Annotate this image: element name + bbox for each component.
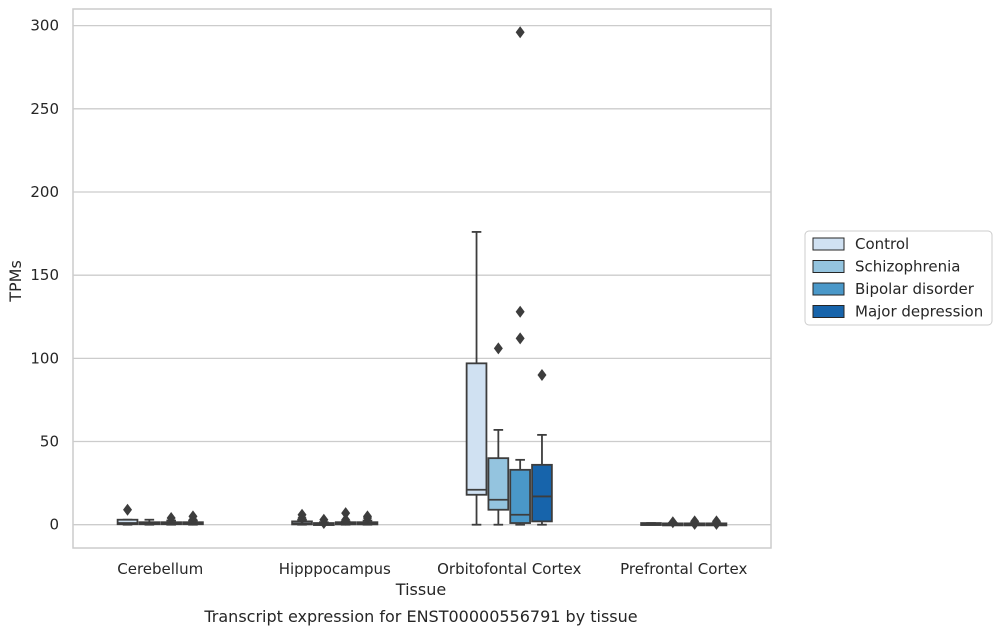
outlier-point	[515, 305, 525, 318]
outlier-point	[341, 513, 351, 526]
x-tick-label: Orbitofontal Cortex	[437, 560, 581, 578]
y-tick-label: 300	[30, 17, 59, 35]
outlier-point	[362, 510, 372, 523]
x-axis-label: Tissue	[395, 580, 446, 599]
outlier-point	[297, 508, 307, 521]
outlier-point	[493, 342, 503, 355]
box-iqr	[531, 463, 553, 523]
y-tick-label: 200	[30, 183, 59, 201]
box-control	[465, 231, 488, 526]
legend-swatch	[812, 237, 845, 251]
legend-swatch	[812, 260, 845, 273]
legend: Control Schizophrenia Bipolar disorder Majo…	[804, 230, 993, 326]
y-tick-label: 50	[40, 433, 59, 451]
box-iqr	[509, 468, 531, 524]
box-control	[116, 503, 139, 526]
outlier-point	[515, 26, 525, 39]
chart-title: Transcript expression for ENST0000055679…	[203, 607, 637, 626]
box-iqr	[465, 362, 488, 496]
box-iqr	[487, 457, 510, 511]
box-major-depression	[182, 510, 204, 526]
legend-label: Schizophrenia	[855, 258, 960, 276]
box-control	[640, 522, 662, 526]
box-bipolar-disorder	[683, 515, 706, 530]
x-tick-label: Cerebellum	[117, 560, 203, 578]
y-tick-label: 150	[30, 266, 59, 284]
outlier-point	[537, 368, 547, 381]
box-control	[291, 508, 313, 526]
box-plot-area	[116, 26, 728, 530]
legend-swatch	[812, 305, 845, 318]
y-axis-label: TPMs	[6, 260, 25, 303]
gridlines	[73, 24, 771, 526]
box-schizophrenia	[662, 516, 684, 529]
plot-frame	[72, 8, 772, 549]
outlier-point	[123, 503, 133, 516]
legend-label: Bipolar disorder	[855, 280, 975, 298]
x-tick-label: Prefrontal Cortex	[620, 560, 747, 578]
outlier-point	[166, 512, 176, 525]
legend-swatch	[812, 282, 845, 296]
box-major-depression	[531, 368, 553, 526]
box-bipolar-disorder	[334, 507, 357, 526]
y-tick-label: 0	[49, 516, 59, 534]
legend-frame	[804, 230, 993, 326]
y-tick-label: 100	[30, 349, 59, 367]
box-schizophrenia	[487, 342, 510, 526]
outlier-point	[711, 515, 721, 528]
box-iqr	[116, 518, 139, 526]
outlier-point	[668, 516, 678, 529]
outlier-point	[690, 515, 700, 528]
box-schizophrenia	[313, 513, 335, 530]
legend-label: Major depression	[855, 303, 983, 321]
outlier-point	[515, 332, 525, 345]
box-major-depression	[356, 510, 379, 526]
outlier-point	[319, 513, 329, 526]
x-tick-label: Hipppocampus	[279, 560, 391, 578]
outlier-point	[341, 507, 351, 520]
box-bipolar-disorder	[509, 26, 531, 526]
axis-ticks: 0 50 100 150 200 250 300 Cerebellum Hipppocampus…	[30, 17, 747, 578]
box-bipolar-disorder	[160, 512, 182, 526]
box-schizophrenia	[138, 518, 161, 526]
legend-label: Control	[855, 235, 909, 253]
box-major-depression	[705, 515, 728, 530]
y-tick-label: 250	[30, 100, 59, 118]
outlier-point	[188, 510, 198, 523]
